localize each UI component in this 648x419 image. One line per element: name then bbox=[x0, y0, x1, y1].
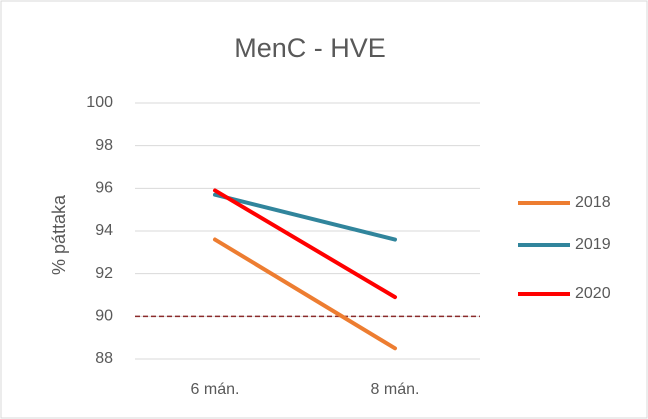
legend-label: 2019 bbox=[575, 236, 611, 253]
y-tick-label: 98 bbox=[95, 137, 113, 154]
y-tick-label: 92 bbox=[95, 265, 113, 282]
line-series bbox=[213, 192, 397, 242]
y-tick-label: 100 bbox=[86, 94, 113, 111]
x-tick-label: 6 mán. bbox=[191, 381, 240, 398]
legend-label: 2020 bbox=[575, 285, 611, 302]
line-series bbox=[213, 237, 397, 351]
y-tick-label: 96 bbox=[95, 180, 113, 197]
y-tick-label: 94 bbox=[95, 222, 113, 239]
line-series bbox=[213, 188, 397, 300]
chart-title: MenC - HVE bbox=[234, 33, 386, 63]
y-axis-label: % páttaka bbox=[49, 194, 69, 275]
y-tick-label: 88 bbox=[95, 350, 113, 367]
x-tick-label: 8 mán. bbox=[371, 381, 420, 398]
y-tick-label: 90 bbox=[95, 308, 113, 325]
legend-label: 2018 bbox=[575, 194, 611, 211]
